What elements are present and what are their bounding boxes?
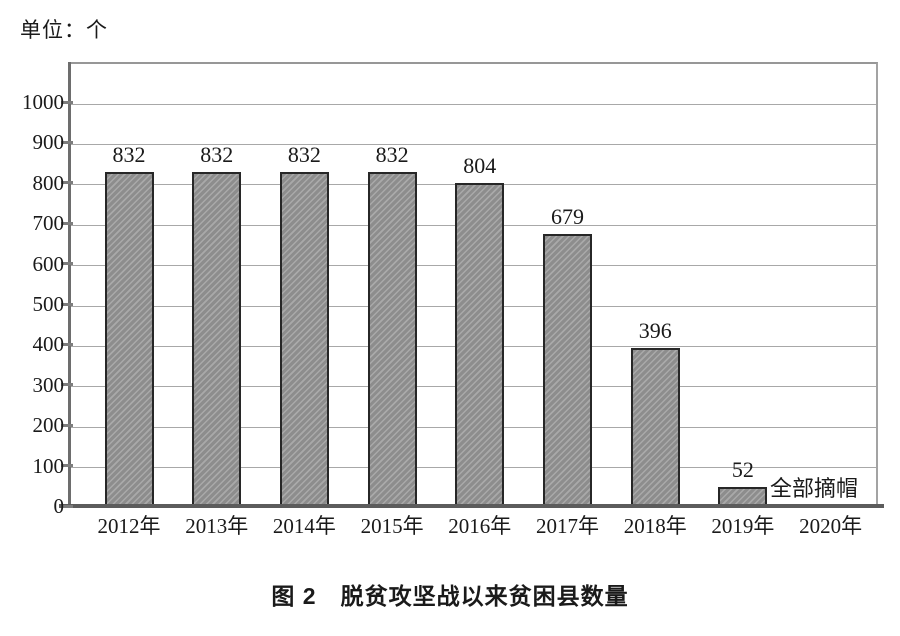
x-tick-label-2015年: 2015年: [360, 514, 424, 538]
x-tick-label-2012年: 2012年: [97, 514, 161, 538]
bar-2015年: [367, 171, 417, 508]
y-tick-label-0: 0: [53, 494, 65, 518]
bar-value-2016年: 804: [463, 153, 497, 179]
bar-2017年: [543, 233, 592, 508]
y-tick-700: [61, 221, 73, 225]
y-tick-0: [61, 504, 73, 508]
unit-label: 单位：个: [20, 18, 108, 42]
x-tick-label-2013年: 2013年: [185, 514, 249, 538]
bar-2016年: [455, 183, 505, 508]
bar-value-2014年: 832: [287, 141, 321, 167]
y-tick-200: [61, 423, 73, 427]
y-tick-label-1000: 1000: [22, 90, 64, 114]
y-tick-500: [61, 302, 73, 306]
bar-value-2012年: 832: [112, 141, 146, 167]
y-tick-label-100: 100: [32, 453, 65, 478]
y-tick-label-200: 200: [32, 413, 65, 438]
y-tick-900: [61, 140, 73, 144]
bar-2012年: [104, 171, 154, 508]
y-tick-label-300: 300: [32, 372, 65, 397]
x-tick-label-2020年: 2020年: [799, 514, 863, 538]
x-axis-line: [59, 504, 884, 508]
y-tick-label-600: 600: [32, 251, 65, 276]
gridline-1000: [70, 103, 876, 105]
y-tick-1000: [61, 100, 73, 104]
y-tick-label-800: 800: [32, 170, 65, 195]
y-axis-line: [68, 62, 71, 508]
x-tick-label-2014年: 2014年: [272, 514, 336, 538]
bar-value-2015年: 832: [375, 141, 409, 167]
y-tick-400: [61, 342, 73, 346]
y-tick-label-400: 400: [32, 332, 65, 357]
gridline-900: [70, 143, 876, 145]
bar-value-2013年: 832: [200, 141, 234, 167]
x-tick-label-2018年: 2018年: [623, 514, 687, 538]
y-tick-label-500: 500: [32, 292, 65, 316]
figure-caption: 图 2 脱贫攻坚战以来贫困县数量: [271, 583, 629, 609]
y-tick-100: [61, 464, 73, 468]
bar-2014年: [279, 171, 329, 508]
x-tick-label-2017年: 2017年: [536, 514, 599, 538]
y-tick-label-900: 900: [32, 130, 65, 155]
y-tick-label-700: 700: [32, 211, 65, 236]
plot-area: [70, 62, 878, 508]
bar-value-2017年: 679: [551, 203, 584, 229]
bar-value-2019年: 52: [731, 456, 754, 482]
bar-value-2018年: 396: [638, 318, 672, 344]
annotation-all-delisted: 全部摘帽: [770, 476, 859, 501]
x-tick-label-2019年: 2019年: [711, 514, 775, 538]
bar-2013年: [192, 171, 242, 508]
y-tick-300: [61, 383, 73, 387]
bar-2018年: [630, 348, 680, 508]
y-tick-600: [61, 262, 73, 266]
x-tick-label-2016年: 2016年: [448, 514, 512, 538]
y-tick-800: [61, 181, 73, 185]
